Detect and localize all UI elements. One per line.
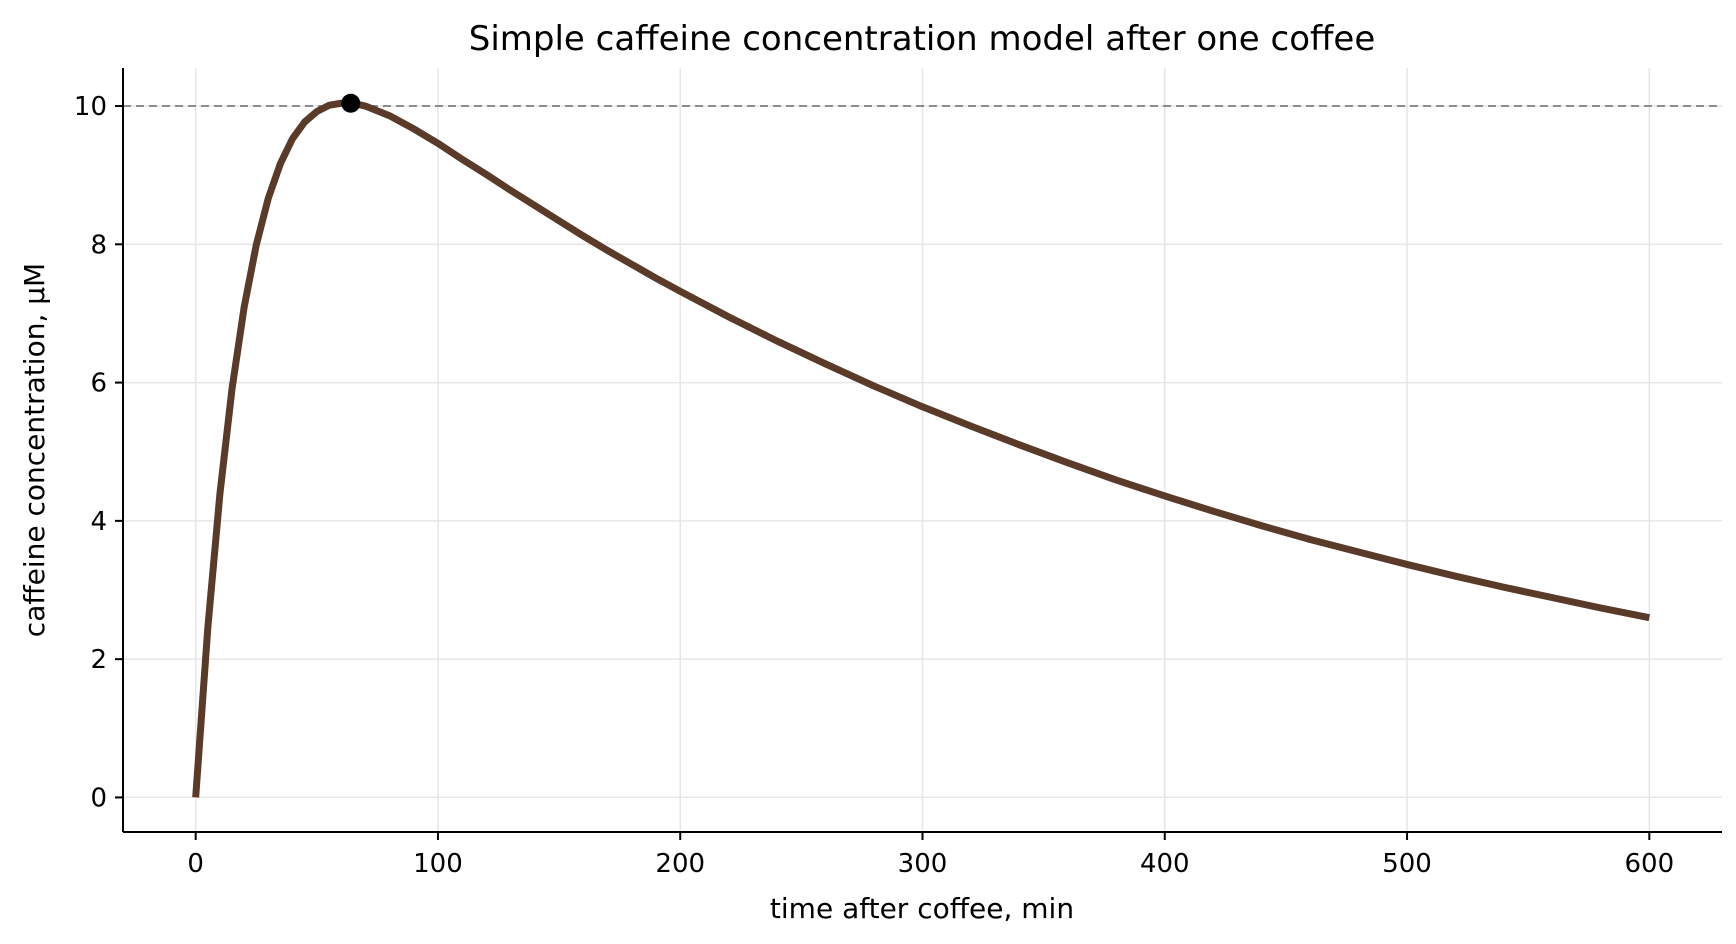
y-tick-label: 8 [90,230,107,260]
x-axis-ticks: 0 100 200 300 400 500 600 [187,832,1674,879]
x-tick-label: 0 [187,849,204,879]
y-axis-ticks: 0 2 4 6 8 10 [74,92,123,813]
x-tick-label: 200 [655,849,705,879]
y-axis-label: caffeine concentration, µM [18,263,51,637]
y-tick-label: 2 [90,645,107,675]
y-tick-label: 6 [90,369,107,399]
plot-area [192,93,1651,798]
grid [123,68,1722,832]
x-tick-label: 300 [898,849,948,879]
x-axis-label: time after coffee, min [770,892,1074,925]
x-tick-label: 500 [1382,849,1432,879]
y-tick-label: 0 [90,783,107,813]
y-tick-label: 4 [90,507,107,537]
y-tick-label: 10 [74,92,107,122]
peak-point [341,93,361,113]
x-tick-label: 600 [1624,849,1674,879]
x-tick-label: 100 [413,849,463,879]
chart-title: Simple caffeine concentration model afte… [469,19,1376,59]
x-tick-label: 400 [1140,849,1190,879]
series-line [192,99,1651,798]
